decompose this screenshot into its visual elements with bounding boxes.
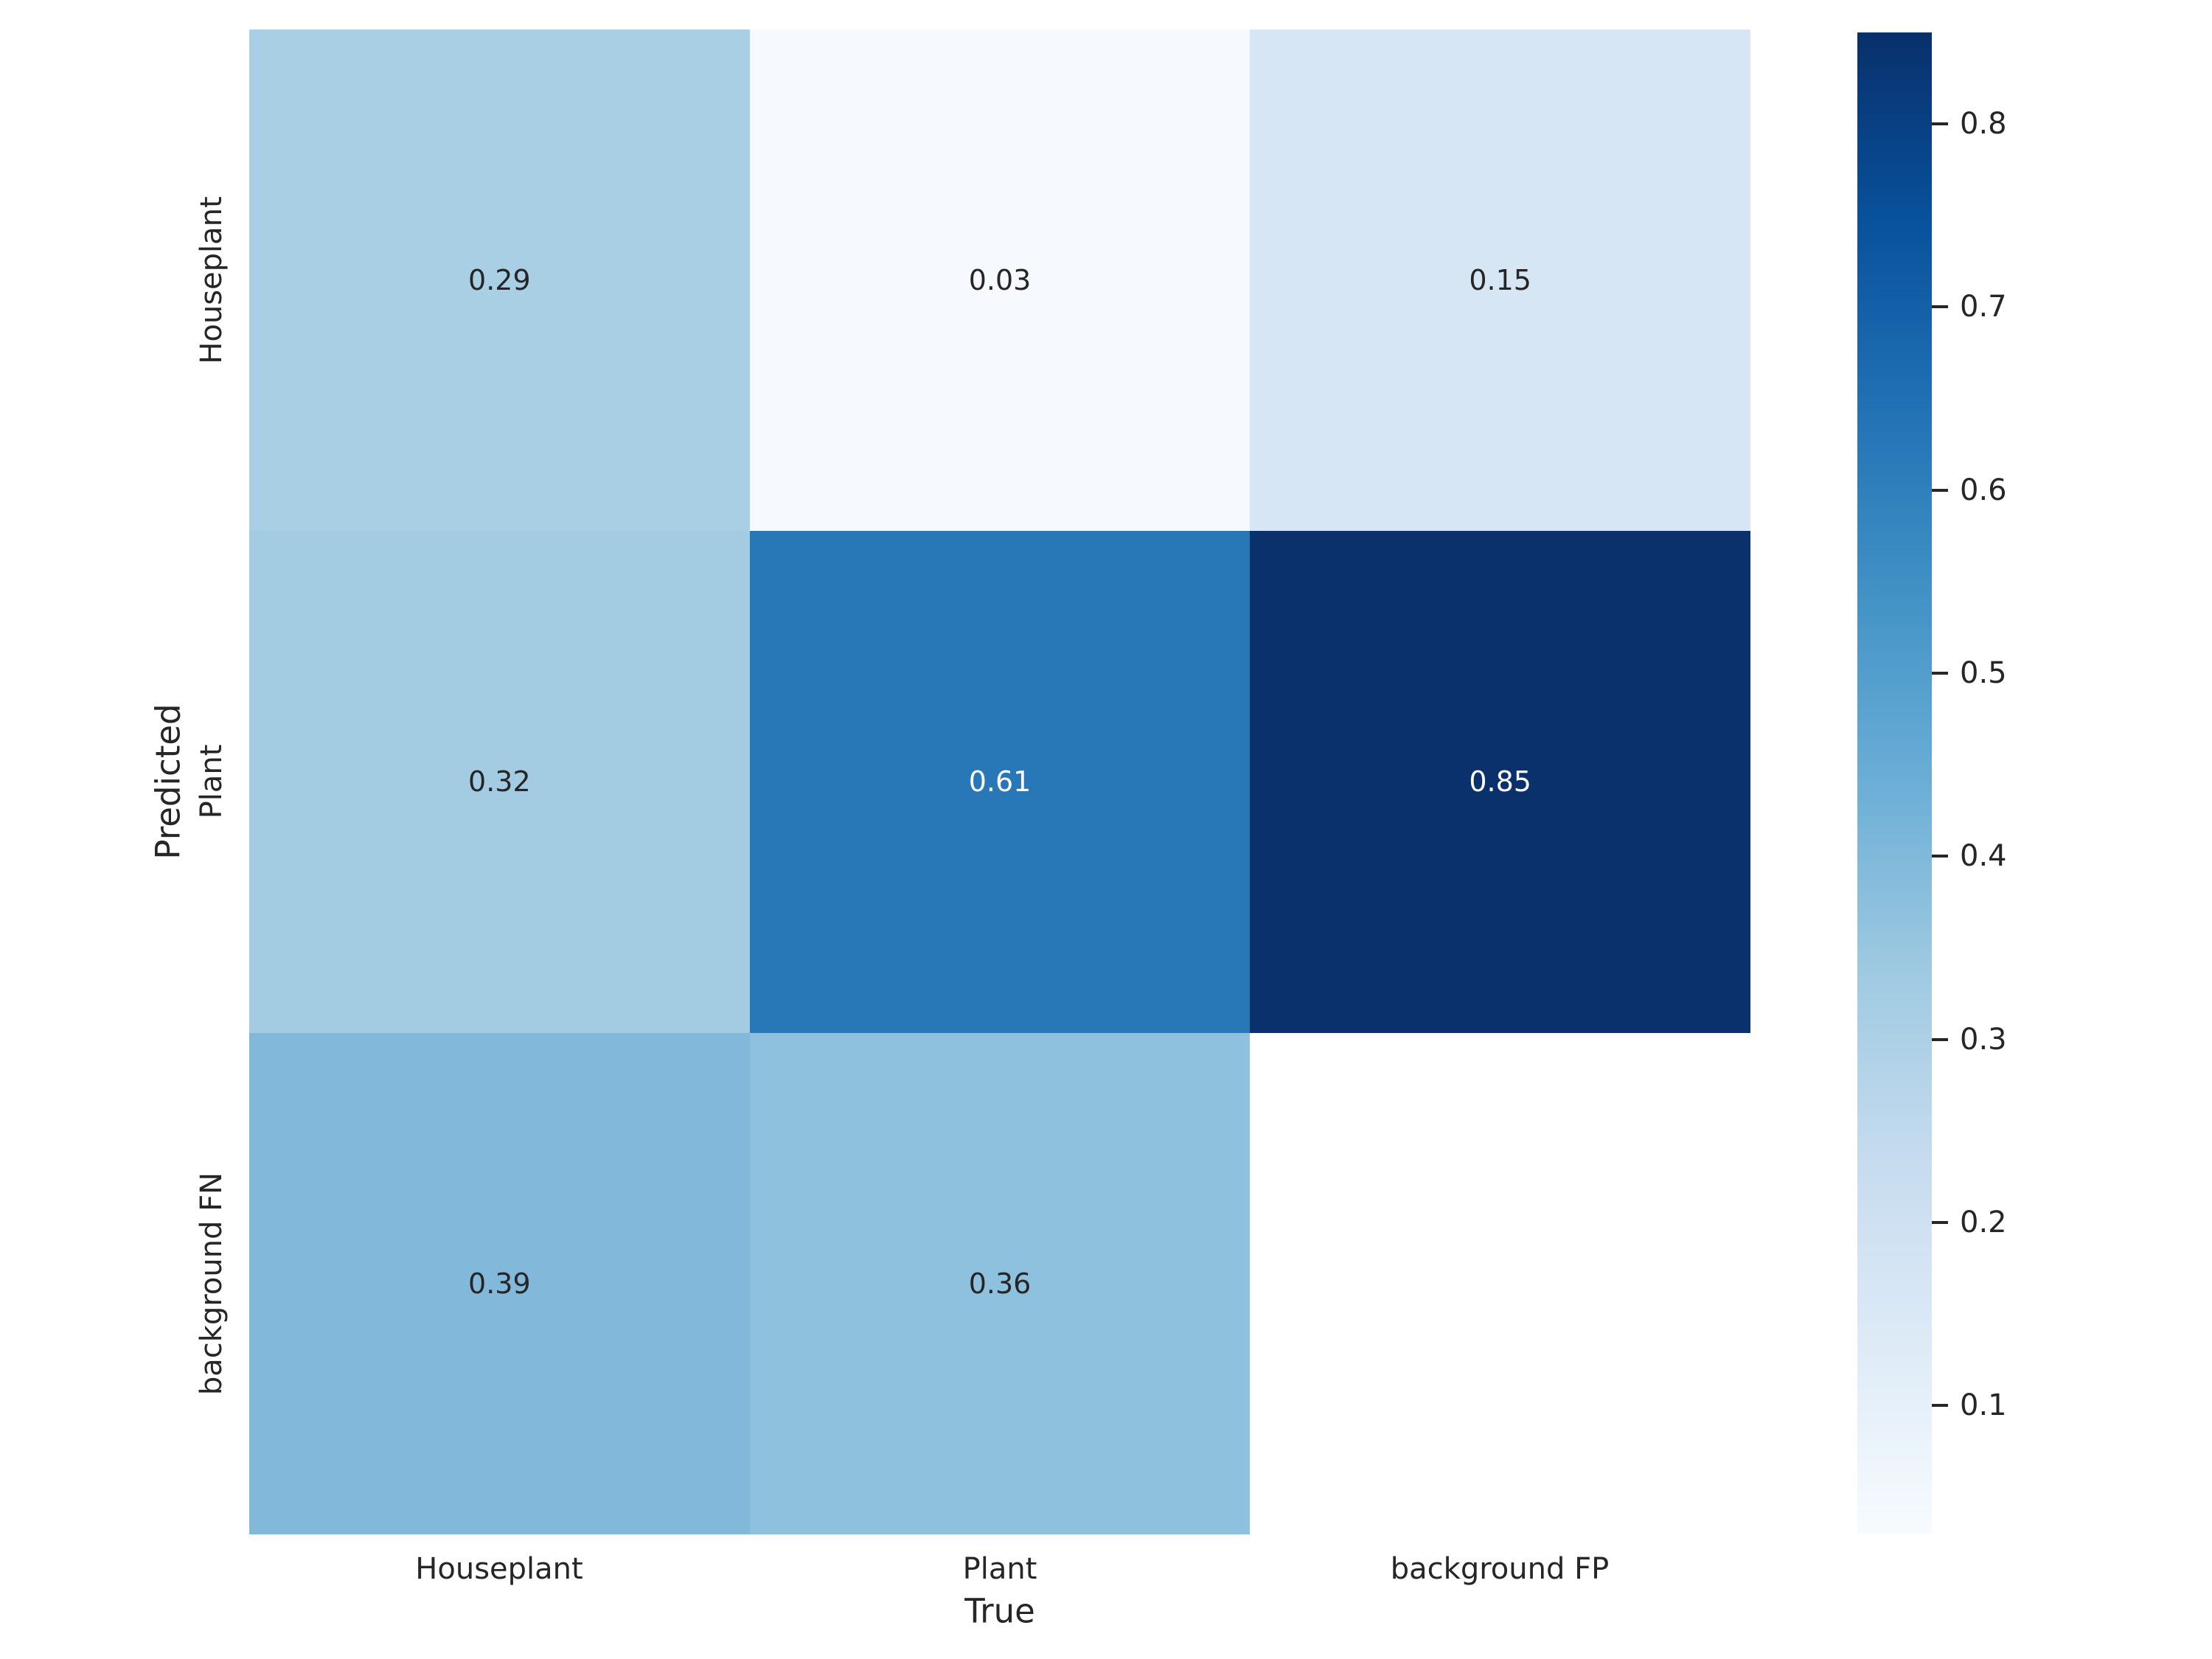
cell-value: 0.32 [468, 765, 531, 799]
colorbar-gradient [1857, 32, 1932, 1534]
x-axis-label: True [964, 1591, 1035, 1631]
heatmap-cell-r1c1: 0.61 [749, 531, 1251, 1033]
xtick-background-fp: background FP [1390, 1552, 1610, 1586]
ytick-houseplant: Houseplant [195, 196, 229, 364]
colorbar-tick-mark [1932, 488, 1948, 492]
colorbar-tick-label: 0.2 [1960, 1205, 2007, 1239]
colorbar-tick: 0.4 [1932, 841, 2007, 871]
colorbar-tick: 0.5 [1932, 658, 2007, 688]
cell-value: 0.36 [968, 1267, 1032, 1300]
heatmap-cell-r2c2 [1250, 1032, 1750, 1534]
heatmap-cell-r1c2: 0.85 [1250, 531, 1750, 1033]
ytick-plant: Plant [195, 744, 229, 819]
cell-value: 0.03 [968, 264, 1032, 297]
colorbar-tick-label: 0.4 [1960, 839, 2007, 874]
colorbar-tick-label: 0.6 [1960, 473, 2007, 507]
colorbar-tick-label: 0.7 [1960, 290, 2007, 324]
ytick-background-fn: background FN [195, 1172, 229, 1396]
colorbar-tick-mark [1932, 122, 1948, 126]
colorbar-tick-mark [1932, 305, 1948, 309]
colorbar-tick-mark [1932, 1404, 1948, 1408]
colorbar-tick-mark [1932, 1037, 1948, 1041]
heatmap-cell-r0c0: 0.29 [249, 29, 750, 532]
xtick-houseplant: Houseplant [415, 1552, 583, 1586]
colorbar-tick: 0.3 [1932, 1025, 2007, 1054]
colorbar-tick-label: 0.3 [1960, 1022, 2007, 1057]
cell-value: 0.15 [1469, 264, 1531, 297]
cell-value: 0.85 [1469, 765, 1531, 799]
cell-value: 0.29 [468, 264, 531, 297]
cell-value: 0.39 [468, 1267, 531, 1300]
colorbar-tick: 0.1 [1932, 1391, 2007, 1420]
heatmap-cell-r0c1: 0.03 [749, 29, 1251, 532]
heatmap-cell-r2c1: 0.36 [749, 1032, 1251, 1534]
xtick-plant: Plant [962, 1552, 1037, 1586]
heatmap-cell-r2c0: 0.39 [249, 1032, 750, 1534]
colorbar-tick-mark [1932, 1220, 1948, 1224]
heatmap-cell-r0c2: 0.15 [1250, 29, 1750, 532]
colorbar-ticks: 0.8 0.7 0.6 0.5 0.4 0.3 0.2 0.1 [1932, 32, 2153, 1534]
colorbar-tick: 0.7 [1932, 292, 2007, 321]
cell-value: 0.61 [968, 765, 1032, 799]
colorbar-tick: 0.6 [1932, 476, 2007, 505]
heatmap: 0.29 0.03 0.15 0.32 0.61 0.85 0.39 0.36 [249, 29, 1750, 1534]
heatmap-cell-r1c0: 0.32 [249, 531, 750, 1033]
colorbar-tick-label: 0.8 [1960, 107, 2007, 142]
colorbar-tick-label: 0.5 [1960, 655, 2007, 690]
colorbar-tick: 0.8 [1932, 109, 2007, 139]
colorbar-tick: 0.2 [1932, 1208, 2007, 1237]
colorbar-tick-mark [1932, 855, 1948, 858]
colorbar-tick-mark [1932, 671, 1948, 675]
colorbar-tick-label: 0.1 [1960, 1388, 2007, 1423]
y-axis-label: Predicted [148, 703, 188, 860]
